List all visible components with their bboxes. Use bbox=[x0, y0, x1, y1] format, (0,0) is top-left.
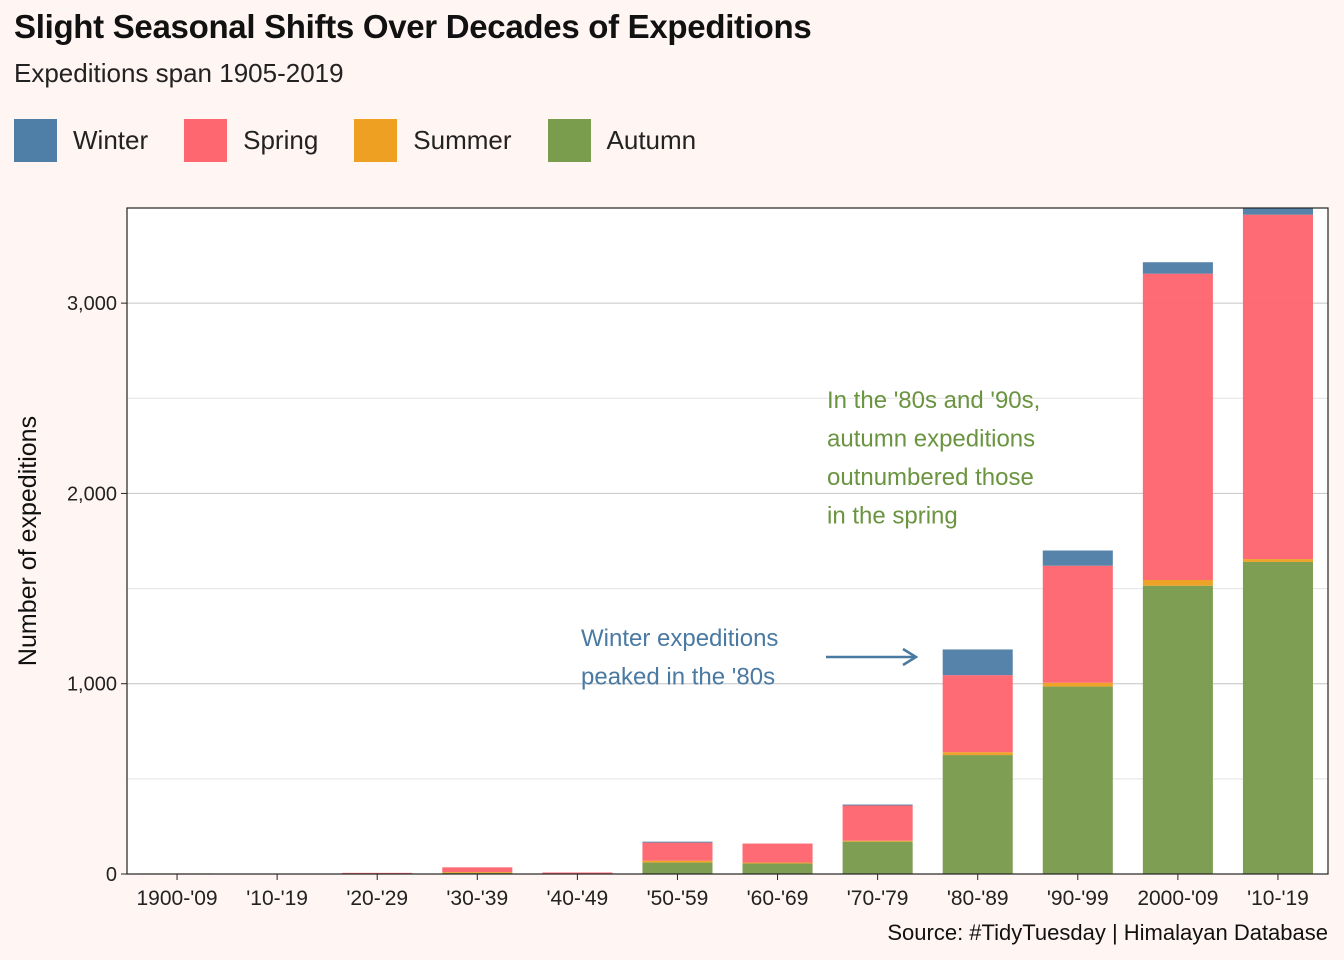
y-tick-label: 2,000 bbox=[67, 483, 117, 505]
bar-spring-11 bbox=[1242, 214, 1313, 560]
legend-item-summer: Summer bbox=[354, 119, 512, 162]
bar-winter-5 bbox=[642, 841, 713, 843]
source-caption: Source: #TidyTuesday | Himalayan Databas… bbox=[887, 920, 1328, 945]
y-tick-label: 0 bbox=[106, 864, 117, 886]
bar-summer-5 bbox=[642, 860, 713, 863]
x-tick-label: 1900-'09 bbox=[137, 887, 218, 910]
y-tick-label: 1,000 bbox=[67, 674, 117, 696]
bar-spring-9 bbox=[1042, 565, 1113, 683]
bar-autumn-11 bbox=[1242, 561, 1313, 874]
bar-winter-8 bbox=[942, 649, 1013, 676]
chart-title: Slight Seasonal Shifts Over Decades of E… bbox=[14, 8, 812, 45]
bar-winter-11 bbox=[1242, 208, 1313, 215]
x-tick-label: '10-'19 bbox=[1247, 887, 1309, 910]
bar-winter-7 bbox=[842, 804, 913, 806]
legend-swatch-winter bbox=[14, 119, 57, 162]
x-tick-label: 2000-'09 bbox=[1137, 887, 1218, 910]
legend-item-spring: Spring bbox=[184, 119, 318, 162]
legend: Winter Spring Summer Autumn bbox=[14, 119, 732, 162]
legend-swatch-autumn bbox=[547, 119, 591, 162]
legend-swatch-spring bbox=[184, 119, 228, 162]
bar-summer-8 bbox=[942, 752, 1013, 756]
x-tick-label: '30-'39 bbox=[446, 887, 508, 910]
legend-item-autumn: Autumn bbox=[547, 119, 697, 162]
bar-summer-11 bbox=[1242, 559, 1313, 562]
bar-autumn-6 bbox=[742, 863, 813, 874]
x-tick-label: '60-'69 bbox=[747, 887, 809, 910]
bar-spring-6 bbox=[742, 843, 813, 863]
bar-summer-10 bbox=[1142, 580, 1213, 586]
bar-spring-3 bbox=[442, 867, 513, 873]
annotation-autumn-line: autumn expeditions bbox=[827, 426, 1035, 453]
plot-panel bbox=[127, 208, 1328, 874]
bar-spring-10 bbox=[1142, 273, 1213, 581]
y-tick-label: 3,000 bbox=[67, 293, 117, 315]
x-tick-label: '50-'59 bbox=[647, 887, 709, 910]
bar-summer-9 bbox=[1042, 682, 1113, 687]
chart-subtitle: Expeditions span 1905-2019 bbox=[14, 58, 344, 88]
bar-winter-10 bbox=[1142, 262, 1213, 274]
bar-autumn-10 bbox=[1142, 585, 1213, 874]
annotation-autumn-line: outnumbered those bbox=[827, 464, 1034, 491]
bar-autumn-7 bbox=[842, 841, 913, 874]
annotation-autumn-line: in the spring bbox=[827, 503, 958, 530]
legend-label-autumn: Autumn bbox=[606, 125, 697, 155]
x-tick-label: '90-'99 bbox=[1047, 887, 1109, 910]
annotation-autumn-line: In the '80s and '90s, bbox=[827, 387, 1040, 414]
bar-spring-8 bbox=[942, 675, 1013, 753]
legend-label-summer: Summer bbox=[413, 125, 512, 155]
plot-border bbox=[126, 207, 1329, 875]
bar-summer-3 bbox=[442, 872, 513, 874]
bar-winter-9 bbox=[1042, 550, 1113, 566]
x-tick-label: '20-'29 bbox=[346, 887, 408, 910]
legend-label-winter: Winter bbox=[73, 125, 149, 155]
bar-spring-5 bbox=[642, 842, 713, 861]
bar-autumn-5 bbox=[642, 862, 713, 874]
x-tick-label: '40-'49 bbox=[547, 887, 609, 910]
bar-autumn-8 bbox=[942, 755, 1013, 874]
legend-swatch-summer bbox=[354, 119, 398, 162]
x-tick-label: '70-'79 bbox=[847, 887, 909, 910]
y-axis-title: Number of expeditions bbox=[14, 416, 42, 666]
bar-autumn-9 bbox=[1042, 686, 1113, 874]
annotation-arrow-head bbox=[902, 647, 919, 667]
x-tick-label: '10-'19 bbox=[246, 887, 308, 910]
x-tick-label: '80-'89 bbox=[947, 887, 1009, 910]
legend-item-winter: Winter bbox=[14, 119, 148, 162]
bar-summer-6 bbox=[742, 862, 813, 864]
bar-summer-7 bbox=[842, 840, 913, 842]
annotation-winter-line: Winter expeditions bbox=[581, 625, 778, 652]
bar-spring-4 bbox=[542, 872, 613, 874]
legend-label-spring: Spring bbox=[243, 125, 319, 155]
bar-spring-7 bbox=[842, 805, 913, 841]
annotation-winter-line: peaked in the '80s bbox=[581, 664, 775, 691]
